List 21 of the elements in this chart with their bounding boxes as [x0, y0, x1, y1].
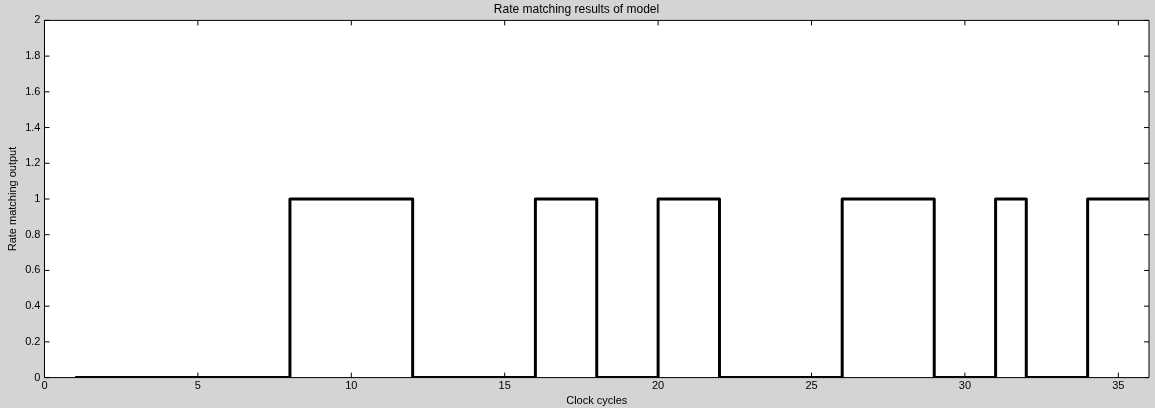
x-tick-label: 25 [805, 379, 818, 392]
y-tick-label: 2 [34, 13, 41, 26]
x-tick-label: 5 [194, 379, 201, 392]
chart-title: Rate matching results of model [493, 1, 660, 16]
y-axis-title: Rate matching output [5, 146, 18, 252]
y-tick-label: 1.2 [25, 156, 41, 169]
y-tick-label: 0.2 [25, 334, 41, 347]
y-tick-label: 0 [34, 370, 41, 383]
x-tick-label: 35 [1112, 379, 1125, 392]
x-tick-label: 15 [498, 379, 511, 392]
x-tick-label: 20 [651, 379, 665, 392]
y-tick-label: 0.8 [25, 227, 41, 240]
y-tick-label: 0.6 [25, 263, 41, 276]
x-axis-title: Clock cycles [566, 394, 628, 407]
y-tick-label: 0.4 [25, 299, 41, 312]
y-tick-label: 1.6 [25, 84, 41, 97]
x-tick-label: 30 [958, 379, 972, 392]
y-tick-label: 1.8 [25, 49, 41, 62]
y-tick-label: 1.4 [25, 120, 41, 133]
x-tick-label: 10 [345, 379, 358, 392]
y-tick-label: 1 [34, 192, 41, 205]
